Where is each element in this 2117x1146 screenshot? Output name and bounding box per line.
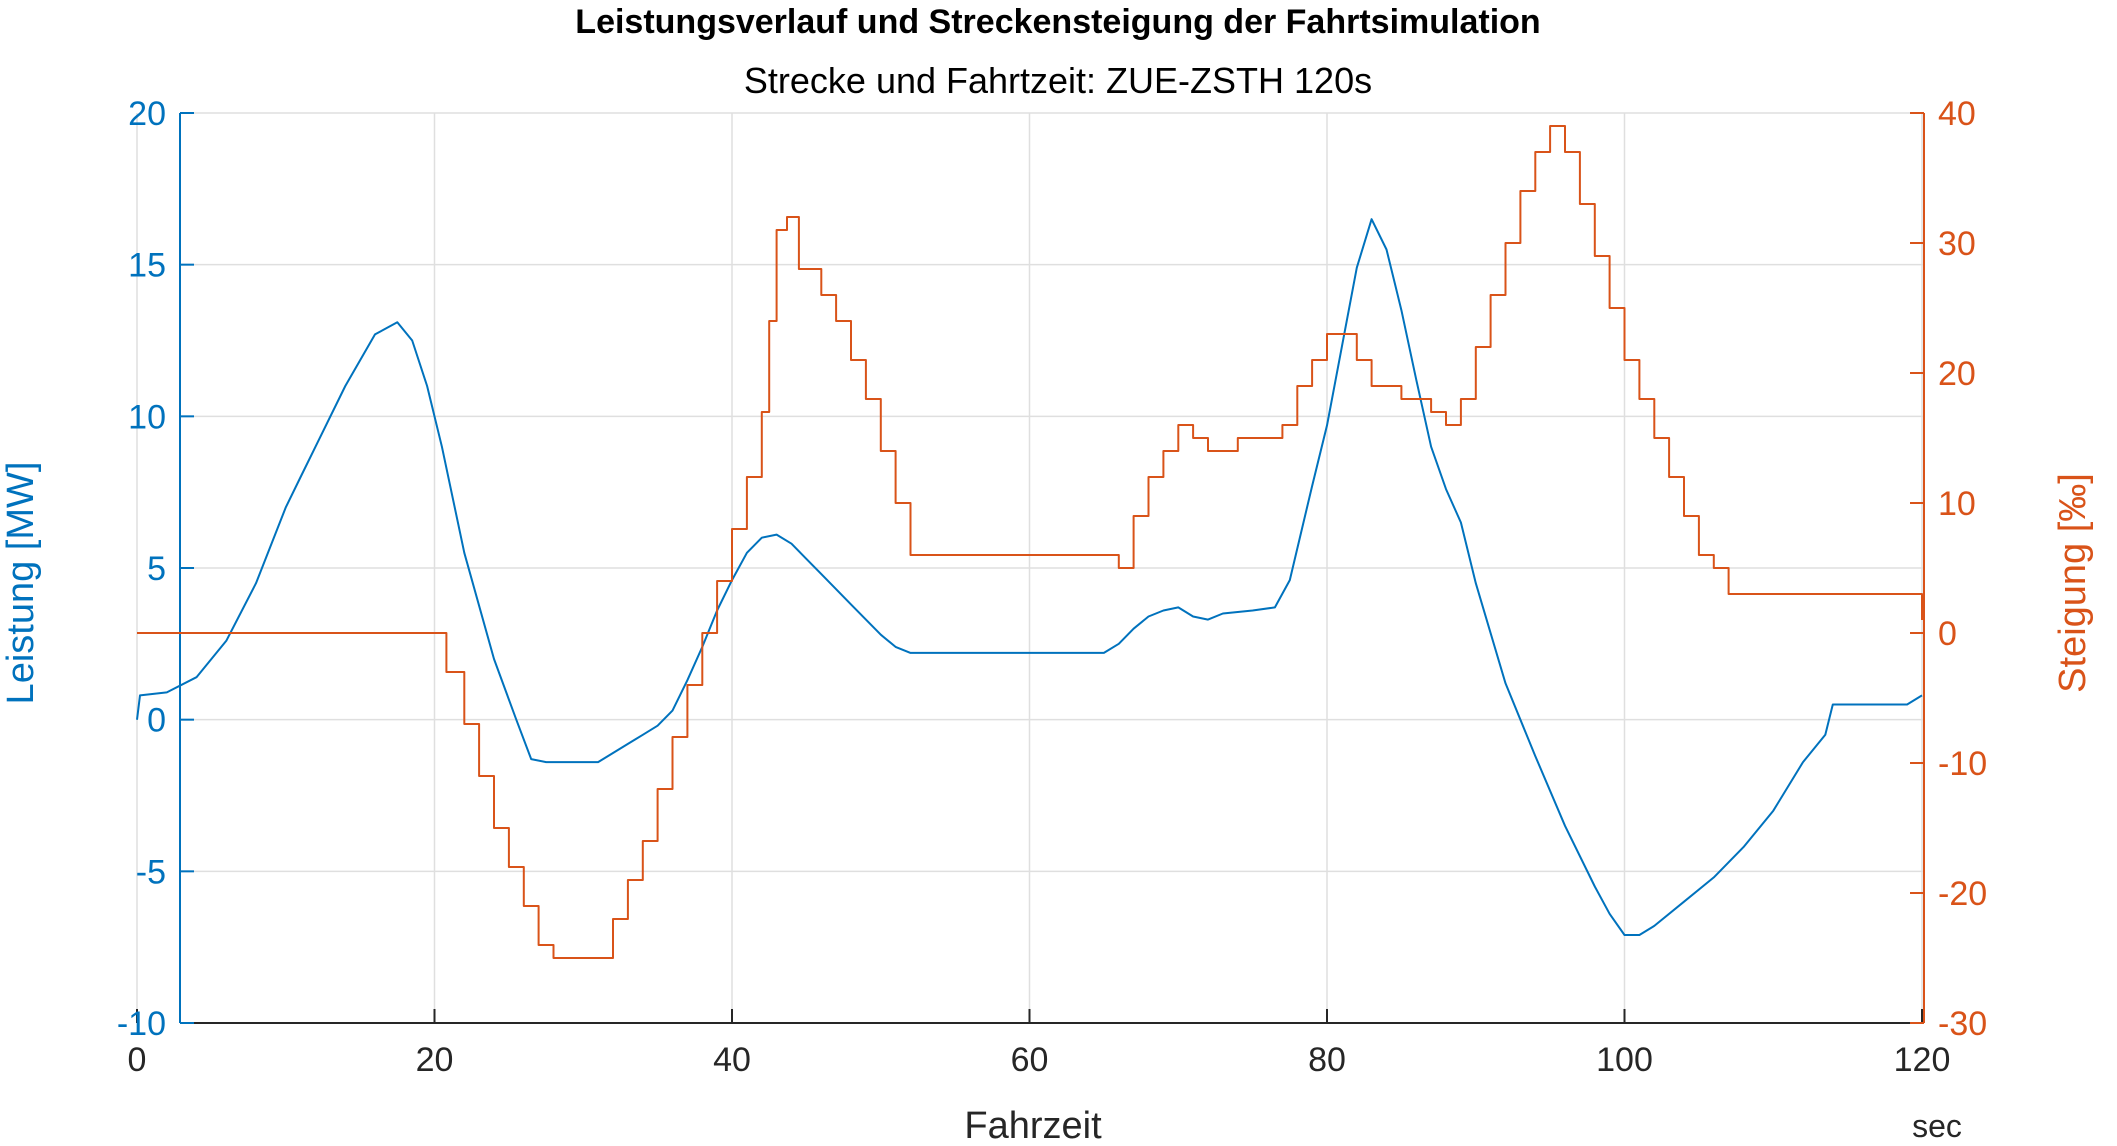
y-right-tick-label: 20 <box>1938 355 1976 393</box>
y-left-tick-label: 5 <box>147 550 166 588</box>
chart-subtitle: Strecke und Fahrtzeit: ZUE-ZSTH 120s <box>744 60 1372 101</box>
x-tick-label: 60 <box>1011 1041 1049 1079</box>
x-tick-label: 120 <box>1894 1041 1951 1079</box>
y-axis-right-label: Steigung [‰] <box>2052 473 2094 693</box>
x-tick-label: 100 <box>1596 1041 1653 1079</box>
grid <box>136 112 1924 1024</box>
y-left-tick-label: -5 <box>136 853 166 891</box>
x-axis-unit: sec <box>1912 1108 1962 1144</box>
y-left-tick-label: 20 <box>128 95 166 133</box>
y-right-tick-label: -10 <box>1938 745 1987 783</box>
x-tick-label: 80 <box>1308 1041 1346 1079</box>
x-tick-label: 20 <box>416 1041 454 1079</box>
y-left-tick-label: 0 <box>147 702 166 740</box>
y-left-tick-label: 15 <box>128 247 166 285</box>
y-right-tick-label: -30 <box>1938 1005 1987 1043</box>
y-left-tick-label: 10 <box>128 398 166 436</box>
y-left-tick-label: -10 <box>117 1005 166 1043</box>
axes <box>136 112 1925 1024</box>
y-right-tick-label: 0 <box>1938 615 1957 653</box>
series-line-steigung <box>137 125 1923 959</box>
x-tick-label: 0 <box>128 1041 147 1079</box>
x-axis-label: Fahrzeit <box>964 1105 1102 1146</box>
x-tick-label: 40 <box>713 1041 751 1079</box>
series-layer <box>136 125 1923 959</box>
y-right-tick-label: -20 <box>1938 875 1987 913</box>
y-right-tick-label: 40 <box>1938 95 1976 133</box>
tick-labels: 0 20 40 60 80 100 120-10-505101520-30-20-10010… <box>117 95 1987 1079</box>
chart-title: Leistungsverlauf und Streckensteigung de… <box>575 3 1540 41</box>
series-line-leistung <box>136 218 1923 936</box>
y-right-tick-label: 10 <box>1938 485 1976 523</box>
y-axis-left-label: Leistung [MW] <box>0 462 42 705</box>
y-right-tick-label: 30 <box>1938 225 1976 263</box>
